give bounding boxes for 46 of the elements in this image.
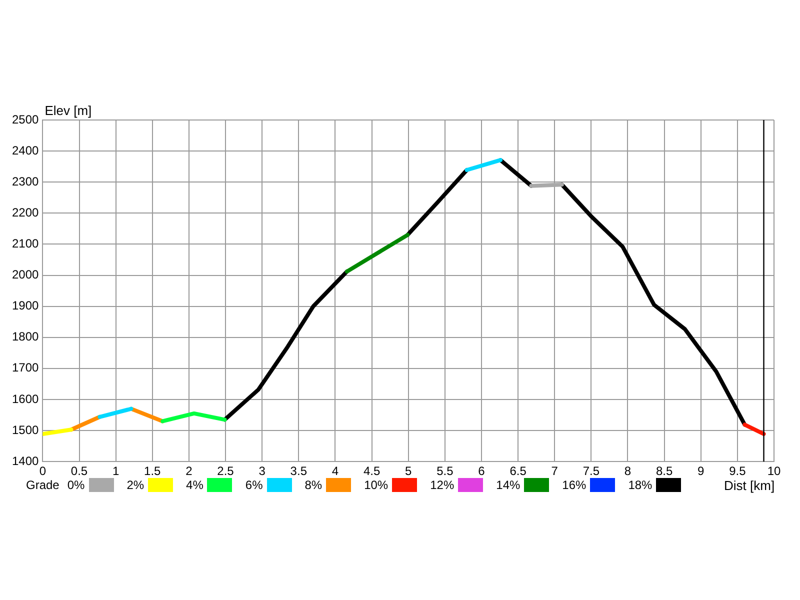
x-tick-label: 0.5 xyxy=(70,464,88,478)
x-tick-label: 1 xyxy=(112,464,120,478)
y-tick-label: 2300 xyxy=(12,174,40,188)
x-tick-label: 10 xyxy=(767,464,781,478)
y-tick-label: 2400 xyxy=(12,143,40,158)
legend-label: 12% xyxy=(430,478,454,492)
x-tick-label: 4 xyxy=(332,464,339,478)
x-tick-label: 6 xyxy=(478,464,486,478)
x-tick-label: 3 xyxy=(258,464,266,478)
y-tick-label: 1900 xyxy=(12,298,40,313)
legend-label: 0% xyxy=(67,478,85,492)
legend-label: 10% xyxy=(364,478,388,492)
legend-label: 8% xyxy=(304,478,322,492)
x-tick-label: 4.5 xyxy=(363,464,380,478)
x-axis-title: Dist [km] xyxy=(724,478,775,494)
x-tick-label: 5 xyxy=(405,464,412,478)
y-axis-title: Elev [m] xyxy=(44,103,92,118)
x-tick-label: 7.5 xyxy=(582,464,600,478)
x-tick-label: 9.5 xyxy=(729,464,746,478)
y-tick-label: 2100 xyxy=(12,236,40,251)
legend-label: 16% xyxy=(562,478,586,492)
x-tick-label: 2 xyxy=(186,464,193,478)
x-tick-label: 7 xyxy=(551,464,558,478)
y-tick-label: 1700 xyxy=(12,360,40,375)
x-tick-label: 6.5 xyxy=(510,464,527,478)
x-tick-label: 0 xyxy=(39,464,46,478)
legend-label: 6% xyxy=(245,478,263,492)
x-tick-label: 2.5 xyxy=(217,464,234,478)
y-tick-label: 2000 xyxy=(12,268,40,282)
x-tick-label: 8 xyxy=(624,464,632,478)
x-tick-label: 3.5 xyxy=(290,464,308,478)
legend-label: 14% xyxy=(496,478,520,492)
y-tick-label: 1800 xyxy=(12,330,40,344)
y-tick-label: 1600 xyxy=(12,392,40,406)
y-tick-label: 2200 xyxy=(12,205,40,220)
legend-title: Grade xyxy=(26,478,60,492)
x-tick-label: 9 xyxy=(698,464,705,478)
y-tick-label: 1500 xyxy=(12,422,40,437)
y-tick-label: 2500 xyxy=(12,112,40,126)
legend-label: 18% xyxy=(628,478,652,492)
x-tick-label: 1.5 xyxy=(144,464,162,478)
y-tick-label: 1400 xyxy=(12,454,40,468)
x-tick-label: 5.5 xyxy=(436,464,454,478)
x-tick-label: 8.5 xyxy=(656,464,673,478)
legend-label: 2% xyxy=(126,478,144,492)
legend-label: 4% xyxy=(186,478,204,492)
